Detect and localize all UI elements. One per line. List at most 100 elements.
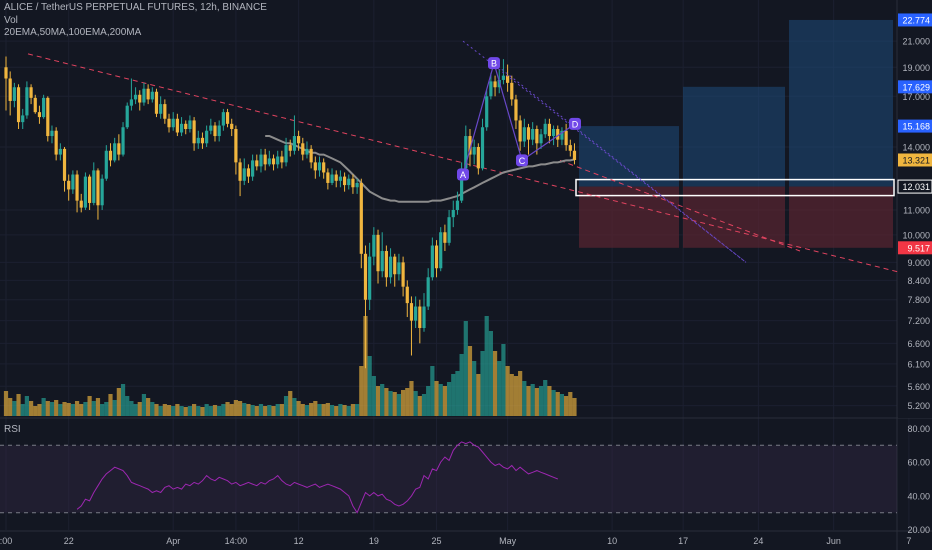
volume-bar bbox=[505, 366, 510, 416]
volume-bar bbox=[509, 374, 514, 416]
volume-bar bbox=[334, 406, 339, 416]
indicators-label[interactable]: 20EMA,50MA,100EMA,200MA bbox=[4, 27, 142, 38]
candle-body bbox=[305, 148, 309, 155]
volume-bar bbox=[45, 401, 50, 416]
price-tick-label: 14.000 bbox=[902, 143, 930, 153]
volume-bar bbox=[133, 404, 138, 416]
candle-body bbox=[326, 172, 330, 183]
volume-bar bbox=[497, 361, 502, 416]
volume-bar bbox=[513, 376, 519, 416]
long-position-tool bbox=[575, 19, 895, 248]
candle-body bbox=[451, 209, 455, 218]
volume-bar bbox=[104, 402, 109, 416]
trendline-group bbox=[27, 53, 932, 281]
candle-body bbox=[163, 104, 167, 119]
volume-bar bbox=[208, 406, 213, 416]
volume-bar bbox=[438, 384, 443, 416]
target-zone-2 bbox=[683, 86, 785, 187]
volume-bar bbox=[192, 404, 197, 416]
time-tick-label: Apr bbox=[166, 536, 180, 546]
candle-body bbox=[418, 306, 422, 328]
candle-body bbox=[25, 87, 29, 116]
volume-bar bbox=[196, 406, 201, 416]
candle-body bbox=[255, 160, 259, 167]
volume-bar bbox=[279, 404, 284, 416]
candle-body bbox=[485, 96, 489, 128]
price-tick-label: 10.000 bbox=[902, 230, 930, 240]
candle-body bbox=[251, 160, 255, 177]
candle-body bbox=[501, 75, 506, 80]
candle-body bbox=[443, 232, 447, 243]
volume-label: Vol bbox=[4, 15, 18, 26]
volume-bar bbox=[70, 404, 75, 416]
time-tick-label: 17 bbox=[678, 536, 688, 546]
candle-body bbox=[322, 162, 326, 173]
candle-body bbox=[535, 128, 539, 144]
chart-title: ALICE / TetherUS PERPETUAL FUTURES, 12h,… bbox=[4, 2, 267, 13]
candle-body bbox=[401, 262, 405, 287]
volume-bar bbox=[488, 331, 493, 416]
candle-body bbox=[175, 118, 179, 133]
rsi-tick-label: 20.00 bbox=[907, 525, 930, 535]
candle-body bbox=[221, 112, 225, 126]
pattern-label-c: C bbox=[519, 156, 526, 166]
volume-bar bbox=[417, 396, 422, 416]
candle-body bbox=[184, 123, 188, 129]
moving-average-line bbox=[265, 135, 575, 203]
price-tick-label: 7.800 bbox=[907, 295, 930, 305]
candle-body bbox=[104, 150, 108, 179]
candle-body bbox=[493, 81, 497, 88]
volume-bar bbox=[41, 398, 46, 416]
candle-body bbox=[117, 143, 121, 155]
volume-bar bbox=[100, 404, 105, 416]
volume-bar bbox=[137, 402, 142, 416]
candle-body bbox=[271, 158, 276, 165]
stop-zone-3 bbox=[789, 186, 893, 248]
candle-body bbox=[439, 232, 443, 269]
volume-bar bbox=[62, 402, 67, 416]
candle-body bbox=[276, 156, 280, 165]
volume-bar bbox=[463, 321, 468, 416]
candle-body bbox=[125, 105, 129, 128]
candle-body bbox=[334, 174, 338, 181]
volume-bar bbox=[329, 405, 335, 416]
candle-body bbox=[58, 148, 62, 155]
volume-bar bbox=[321, 404, 326, 416]
volume-bar bbox=[388, 391, 393, 416]
candle-body bbox=[556, 128, 560, 140]
rsi-panel bbox=[0, 444, 897, 514]
volume-bar bbox=[221, 404, 226, 416]
volume-bar bbox=[187, 406, 193, 416]
candle-body bbox=[297, 136, 301, 144]
candle-body bbox=[368, 256, 372, 300]
candle-body bbox=[79, 200, 83, 208]
candle-body bbox=[267, 158, 271, 165]
volume-bar bbox=[401, 390, 406, 416]
candle-body bbox=[543, 123, 547, 135]
price-tick-label: 9.000 bbox=[907, 258, 930, 268]
volume-bar bbox=[49, 402, 55, 416]
candle-body bbox=[514, 99, 518, 121]
price-badge bbox=[898, 119, 932, 133]
candle-body bbox=[539, 134, 543, 144]
candle-body bbox=[146, 88, 150, 100]
volume-bar bbox=[87, 396, 92, 416]
candle-body bbox=[351, 178, 355, 188]
candle-body bbox=[129, 99, 133, 106]
volume-bar bbox=[564, 396, 569, 416]
volume-bar bbox=[283, 396, 289, 416]
volume-bar bbox=[66, 403, 71, 416]
volume-bar bbox=[267, 405, 272, 416]
time-tick-label: 10 bbox=[607, 536, 617, 546]
volume-bar bbox=[459, 354, 464, 416]
candle-body bbox=[560, 130, 564, 140]
time-tick-label: May bbox=[499, 536, 517, 546]
candle-body bbox=[342, 176, 347, 186]
volume-bar bbox=[171, 406, 176, 416]
volume-bar bbox=[538, 386, 544, 416]
volume-bar bbox=[455, 371, 460, 416]
candle-body bbox=[388, 256, 393, 278]
volume-bar bbox=[54, 400, 59, 416]
abcd-pattern: A B C D bbox=[457, 40, 747, 263]
